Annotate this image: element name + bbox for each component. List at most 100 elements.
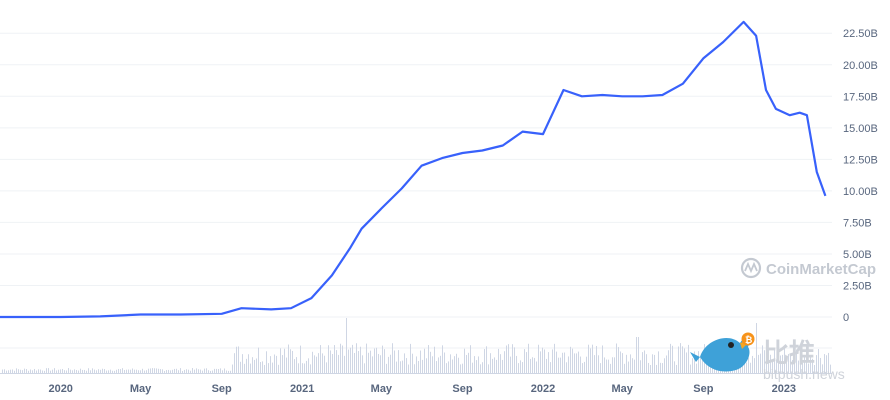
volume-bar bbox=[148, 368, 149, 373]
volume-bar bbox=[598, 355, 599, 373]
x-tick-label: Sep bbox=[693, 383, 713, 395]
volume-bar bbox=[600, 363, 601, 373]
volume-bar bbox=[302, 363, 303, 373]
volume-bar bbox=[540, 351, 541, 373]
volume-bar bbox=[460, 364, 461, 373]
y-tick-label: 15.00B bbox=[843, 123, 878, 135]
volume-bar bbox=[690, 364, 691, 373]
volume-bar bbox=[242, 354, 243, 373]
volume-bar bbox=[250, 363, 251, 373]
volume-bar bbox=[18, 369, 19, 373]
volume-bar bbox=[264, 364, 265, 373]
volume-bar bbox=[426, 358, 427, 373]
volume-bar bbox=[288, 344, 289, 373]
volume-bar bbox=[642, 352, 643, 373]
volume-bar bbox=[436, 361, 437, 373]
volume-bar bbox=[114, 370, 115, 373]
volume-bar bbox=[696, 363, 697, 373]
volume-bar bbox=[558, 357, 559, 373]
volume-bar bbox=[82, 369, 83, 373]
volume-bar bbox=[220, 368, 221, 373]
volume-bar bbox=[240, 361, 241, 373]
volume-bar bbox=[750, 362, 751, 373]
volume-bar bbox=[472, 362, 473, 373]
volume-bar bbox=[4, 369, 5, 373]
volume-bar bbox=[442, 345, 443, 373]
volume-bar bbox=[168, 369, 169, 373]
volume-bar bbox=[582, 363, 583, 373]
volume-bar bbox=[526, 352, 527, 373]
volume-bar bbox=[218, 369, 219, 373]
volume-bar bbox=[60, 369, 61, 373]
volume-bar bbox=[792, 360, 793, 373]
volume-bar bbox=[552, 349, 553, 373]
volume-bar bbox=[102, 368, 103, 373]
volume-bar bbox=[164, 370, 165, 373]
volume-bar bbox=[786, 362, 787, 373]
x-tick-label: 2022 bbox=[531, 383, 555, 395]
volume-bar bbox=[474, 356, 475, 373]
volume-bar bbox=[636, 337, 637, 373]
volume-bar bbox=[530, 358, 531, 373]
volume-bar bbox=[536, 361, 537, 373]
volume-bar bbox=[590, 348, 591, 373]
volume-bar bbox=[434, 346, 435, 373]
volume-bar bbox=[246, 358, 247, 373]
volume-bar bbox=[202, 370, 203, 373]
volume-bar bbox=[192, 368, 193, 373]
volume-bar bbox=[132, 368, 133, 373]
volume-bar bbox=[228, 370, 229, 373]
volume-bar bbox=[770, 354, 771, 373]
volume-bar bbox=[310, 364, 311, 373]
volume-bar bbox=[214, 368, 215, 373]
volume-bar bbox=[368, 352, 369, 373]
volume-bar bbox=[318, 353, 319, 373]
volume-bar bbox=[752, 355, 753, 373]
volume-bar bbox=[42, 370, 43, 373]
volume-bar bbox=[200, 369, 201, 373]
x-tick-label: May bbox=[371, 383, 393, 395]
volume-bar bbox=[564, 352, 565, 373]
volume-bar bbox=[464, 348, 465, 373]
volume-bar bbox=[222, 370, 223, 373]
volume-bar bbox=[276, 355, 277, 373]
volume-bar bbox=[64, 370, 65, 373]
volume-bar bbox=[234, 353, 235, 373]
volume-bar bbox=[386, 363, 387, 373]
volume-bar bbox=[370, 350, 371, 373]
volume-bar bbox=[806, 348, 807, 373]
volume-bar bbox=[748, 357, 749, 373]
volume-bar bbox=[14, 370, 15, 373]
volume-bar bbox=[16, 368, 17, 373]
volume-bar bbox=[502, 359, 503, 373]
volume-bar bbox=[292, 350, 293, 373]
volume-bar bbox=[334, 345, 335, 373]
volume-bar bbox=[364, 363, 365, 373]
volume-bar bbox=[646, 354, 647, 373]
volume-bar bbox=[354, 353, 355, 373]
y-tick-label: 22.50B bbox=[843, 28, 878, 40]
volume-bar bbox=[30, 369, 31, 373]
volume-bar bbox=[560, 357, 561, 373]
volume-bar bbox=[122, 368, 123, 373]
volume-bar bbox=[652, 354, 653, 373]
volume-bar bbox=[184, 369, 185, 373]
volume-bar bbox=[180, 368, 181, 373]
volume-bar bbox=[812, 358, 813, 373]
volume-bar bbox=[462, 363, 463, 373]
volume-bar bbox=[824, 354, 825, 373]
volume-bar bbox=[356, 343, 357, 373]
volume-bar bbox=[428, 345, 429, 373]
volume-bar bbox=[412, 353, 413, 373]
volume-bar bbox=[72, 370, 73, 373]
volume-bar bbox=[238, 346, 239, 373]
volume-bar bbox=[578, 351, 579, 373]
volume-bar bbox=[46, 368, 47, 373]
volume-bar bbox=[638, 337, 639, 373]
volume-bar bbox=[286, 357, 287, 373]
volume-bar bbox=[772, 359, 773, 373]
volume-bar bbox=[818, 349, 819, 373]
volume-bar bbox=[190, 370, 191, 373]
volume-bar bbox=[360, 346, 361, 373]
volume-bar bbox=[574, 353, 575, 373]
